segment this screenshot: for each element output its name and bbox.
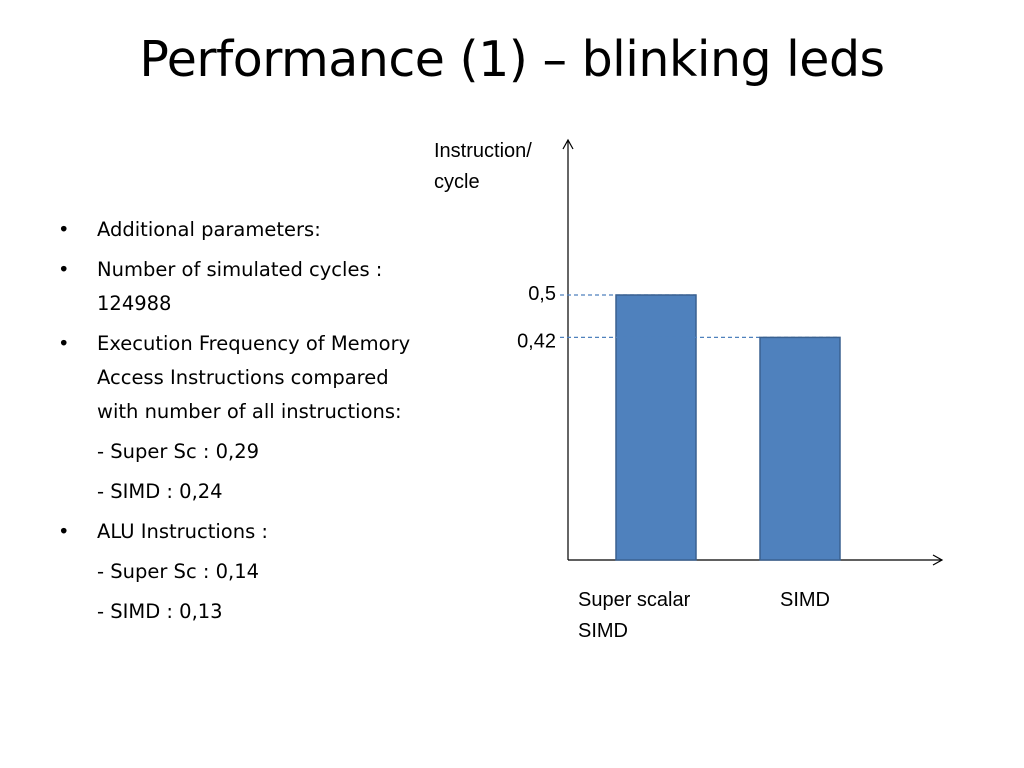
bullet-dot-icon: • [58,218,70,241]
bullet-item: • Execution Frequency of Memory Access In… [58,327,428,429]
bullet-text: Number of simulated cycles : 124988 [97,258,383,315]
bullet-item: • ALU Instructions : [58,515,428,549]
bullet-dot-icon: • [58,520,70,543]
category-label: SIMD [578,620,628,642]
bullet-subitem: - Super Sc : 0,29 [58,435,428,469]
bullet-text: - SIMD : 0,24 [97,480,223,503]
bullet-dot-icon: • [58,258,70,281]
bar [615,294,697,561]
x-axis-arrow-icon [932,554,944,566]
bullet-subitem: - SIMD : 0,24 [58,475,428,509]
bullet-text: Additional parameters: [97,218,321,241]
y-axis-arrow-icon [562,138,574,150]
bullet-text: ALU Instructions : [97,520,268,543]
category-label: SIMD [780,589,830,611]
y-axis-label: Instruction/ [434,140,532,162]
bullet-text: - Super Sc : 0,14 [97,560,260,583]
chart-svg: Instruction/cycle 0,5 0,42 Super scalar SIMD… [434,138,944,642]
bullet-item: • Additional parameters: [58,213,428,247]
category-label: Super scalar [578,589,691,611]
bullet-text: Execution Frequency of Memory Access Ins… [97,332,411,423]
bullet-text: - Super Sc : 0,29 [97,440,260,463]
bullet-text: - SIMD : 0,13 [97,600,223,623]
y-axis-label: cycle [434,171,480,193]
bar [759,336,841,561]
bullet-list: • Additional parameters: • Number of simula… [58,213,428,635]
bullet-dot-icon: • [58,332,70,355]
bullet-subitem: - SIMD : 0,13 [58,595,428,629]
value-label: 0,5 [528,283,556,305]
slide-title: Performance (1) – blinking leds [139,31,885,88]
value-label: 0,42 [517,330,556,352]
bar-chart: Instruction/cycle 0,5 0,42 Super scalar SIMD… [420,130,980,660]
bullet-subitem: - Super Sc : 0,14 [58,555,428,589]
bullet-item: • Number of simulated cycles : 124988 [58,253,428,321]
